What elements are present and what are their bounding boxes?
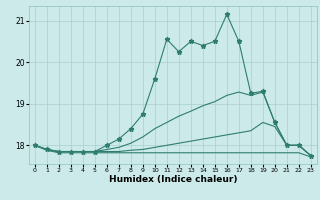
X-axis label: Humidex (Indice chaleur): Humidex (Indice chaleur) bbox=[108, 175, 237, 184]
